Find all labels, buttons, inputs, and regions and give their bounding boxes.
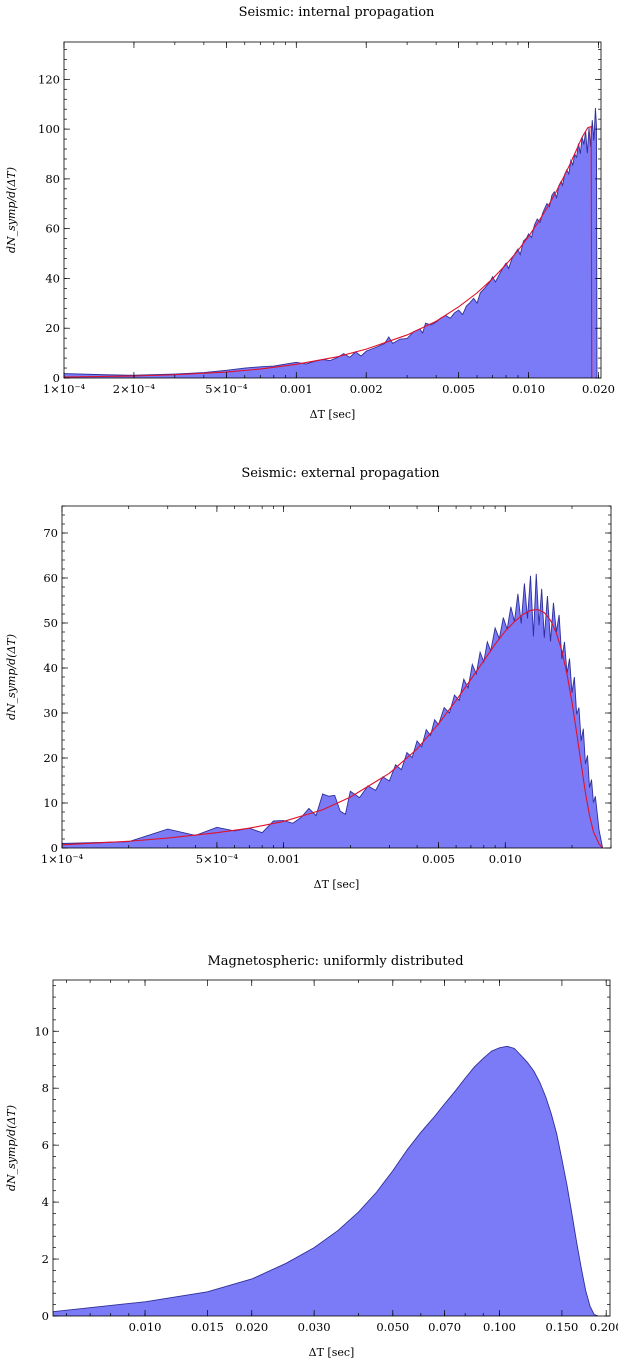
x-tick-label: 0.005 xyxy=(442,382,475,396)
y-tick-label: 60 xyxy=(43,571,58,585)
x-axis-label: ΔT [sec] xyxy=(310,408,356,421)
fit-curve xyxy=(64,125,593,378)
x-tick-label: 0.002 xyxy=(350,382,383,396)
histogram-area xyxy=(62,573,603,848)
x-axis-label: ΔT [sec] xyxy=(309,1346,355,1359)
x-tick-label: 0.001 xyxy=(280,382,313,396)
x-tick-label: 0.020 xyxy=(235,1320,268,1334)
y-tick-label: 40 xyxy=(45,271,60,285)
chart-title: Seismic: internal propagation xyxy=(239,5,435,20)
x-tick-label: 0.010 xyxy=(129,1320,162,1334)
x-tick-label: 0.200 xyxy=(590,1320,618,1334)
x-tick-label: 1×10⁻⁴ xyxy=(41,852,84,866)
chart-panel-2: Seismic: external propagation 1×10⁻⁴ 5×10⁻… xyxy=(5,466,612,891)
x-tick-label: 0.001 xyxy=(267,852,300,866)
y-tick-label: 20 xyxy=(45,321,60,335)
distribution-area xyxy=(53,1046,599,1316)
chart-title: Seismic: external propagation xyxy=(241,466,440,481)
x-tick-label: 0.015 xyxy=(191,1320,224,1334)
x-tick-label: 0.070 xyxy=(428,1320,461,1334)
x-tick-label: 0.020 xyxy=(582,382,615,396)
series-group xyxy=(64,107,598,378)
x-tick-label: 0.150 xyxy=(545,1320,578,1334)
series-group xyxy=(62,573,604,848)
y-tick-label: 0 xyxy=(51,841,58,855)
x-tick-label: 0.100 xyxy=(483,1320,516,1334)
y-tick-label: 40 xyxy=(43,661,58,675)
y-tick-label: 120 xyxy=(38,72,60,86)
histogram-edge-line xyxy=(62,573,604,848)
x-tick-label: 5×10⁻⁴ xyxy=(196,852,239,866)
histogram-area xyxy=(64,107,597,378)
y-tick-label: 0 xyxy=(42,1309,49,1323)
x-tick-label: 0.010 xyxy=(512,382,545,396)
y-tick-label: 50 xyxy=(43,616,58,630)
x-tick-label: 0.050 xyxy=(376,1320,409,1334)
y-tick-label: 70 xyxy=(43,526,58,540)
x-tick-label: 0.005 xyxy=(422,852,455,866)
y-tick-label: 8 xyxy=(42,1081,49,1095)
y-tick-label: 100 xyxy=(38,122,60,136)
y-tick-label: 60 xyxy=(45,222,60,236)
y-tick-label: 6 xyxy=(42,1138,49,1152)
y-axis-label: dN_symp/d(ΔT) xyxy=(5,167,18,253)
y-tick-label: 80 xyxy=(45,172,60,186)
y-tick-label: 10 xyxy=(34,1024,49,1038)
y-tick-label: 2 xyxy=(42,1252,49,1266)
y-tick-label: 10 xyxy=(43,796,58,810)
x-tick-label: 1×10⁻⁴ xyxy=(43,382,86,396)
chart-panel-3: Magnetospheric: uniformly distributed 0.0… xyxy=(5,954,618,1359)
x-axis-label: ΔT [sec] xyxy=(314,878,360,891)
chart-title: Magnetospheric: uniformly distributed xyxy=(207,954,463,969)
y-tick-label: 4 xyxy=(42,1195,49,1209)
plot-frame xyxy=(63,41,602,379)
x-tick-label: 5×10⁻⁴ xyxy=(205,382,248,396)
x-tick-label: 0.010 xyxy=(489,852,522,866)
plot-frame xyxy=(52,979,611,1317)
x-tick-label: 2×10⁻⁴ xyxy=(113,382,156,396)
fit-curve xyxy=(62,608,604,848)
x-tick-label: 0.030 xyxy=(298,1320,331,1334)
y-tick-label: 30 xyxy=(43,706,58,720)
series-group xyxy=(53,1045,599,1316)
chart-panel-1: Seismic: internal propagation 1×10⁻⁴ 2×10⁻… xyxy=(5,5,615,421)
y-axis-label: dN_symp/d(ΔT) xyxy=(5,634,18,720)
y-axis-label: dN_symp/d(ΔT) xyxy=(5,1105,18,1191)
y-tick-label: 20 xyxy=(43,751,58,765)
histogram-edge-line xyxy=(53,1045,599,1316)
y-tick-label: 0 xyxy=(53,371,60,385)
